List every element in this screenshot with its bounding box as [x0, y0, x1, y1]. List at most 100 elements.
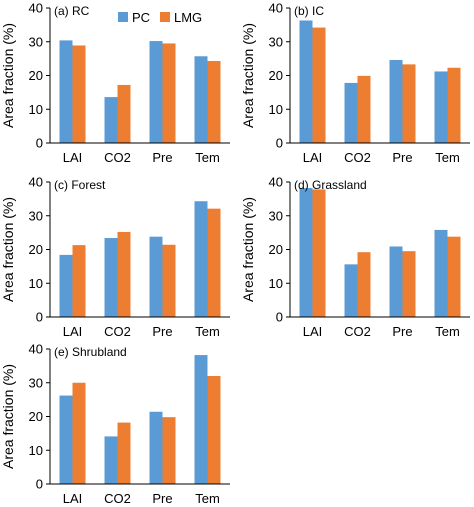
x-tick-label: CO2: [344, 324, 371, 339]
bar-pc-lai: [59, 395, 73, 484]
x-tick-label: LAI: [63, 324, 83, 339]
x-tick-label: CO2: [104, 150, 131, 165]
bar-pc-co2: [344, 82, 358, 143]
y-tick-label: 40: [269, 175, 283, 190]
bar-pc-co2: [104, 97, 118, 143]
bar-pc-tem: [434, 71, 448, 143]
y-tick-label: 10: [29, 276, 43, 291]
y-tick-label: 0: [36, 136, 43, 151]
y-tick-label: 40: [29, 175, 43, 190]
bar-pc-lai: [299, 20, 313, 143]
bar-lmg-tem: [207, 208, 221, 317]
bar-pc-pre: [389, 59, 403, 143]
y-tick-label: 20: [29, 242, 43, 257]
y-tick-label: 30: [29, 34, 43, 49]
x-tick-label: Tem: [435, 324, 460, 339]
bar-pc-lai: [299, 188, 313, 317]
legend-swatch-lmg: [160, 12, 170, 22]
bar-pc-tem: [194, 56, 208, 144]
bar-pc-tem: [194, 201, 208, 317]
y-axis-title: Area fraction (%): [0, 197, 16, 302]
chart-panel-grassland: LAI CO2 Pre Tem 0 10 20 30 40 Area fraction (%) (d…: [240, 175, 470, 339]
x-tick-label: LAI: [63, 150, 83, 165]
bar-lmg-lai: [72, 382, 86, 484]
bar-lmg-tem: [447, 236, 461, 317]
x-tick-label: Tem: [195, 324, 220, 339]
chart-panel-ic: LAI CO2 Pre Tem 0 10 20 30 40 Area fraction (%) (b…: [240, 1, 470, 165]
y-tick-label: 10: [269, 276, 283, 291]
y-tick-label: 10: [29, 443, 43, 458]
y-tick-label: 40: [29, 1, 43, 16]
bar-lmg-co2: [117, 231, 131, 317]
y-tick-label: 0: [36, 310, 43, 325]
y-axis-title: Area fraction (%): [0, 23, 16, 128]
y-tick-label: 30: [269, 208, 283, 223]
y-tick-label: 10: [269, 102, 283, 117]
y-axis-title: Area fraction (%): [240, 23, 256, 128]
legend: PC LMG: [118, 10, 202, 25]
x-tick-label: Tem: [435, 150, 460, 165]
y-tick-label: 20: [29, 409, 43, 424]
legend-label-lmg: LMG: [174, 10, 202, 25]
bar-lmg-pre: [162, 43, 176, 143]
bar-lmg-lai: [312, 189, 326, 317]
bar-lmg-tem: [447, 67, 461, 143]
bar-lmg-pre: [162, 244, 176, 317]
bar-lmg-lai: [312, 27, 326, 144]
x-tick-label: Pre: [392, 324, 412, 339]
y-axis-title: Area fraction (%): [0, 364, 16, 469]
bar-pc-co2: [104, 436, 118, 484]
x-tick-label: Pre: [152, 491, 172, 506]
y-tick-label: 20: [269, 242, 283, 257]
bar-lmg-co2: [357, 75, 371, 143]
x-tick-label: LAI: [303, 150, 323, 165]
bar-lmg-lai: [72, 245, 86, 317]
bar-pc-pre: [149, 41, 163, 144]
bar-lmg-tem: [207, 376, 221, 484]
y-tick-label: 20: [269, 68, 283, 83]
y-axis-title: Area fraction (%): [240, 197, 256, 302]
x-tick-label: CO2: [104, 324, 131, 339]
bar-lmg-co2: [117, 422, 131, 484]
panel-label: (e) Shrubland: [54, 345, 127, 359]
bar-pc-lai: [59, 40, 73, 143]
bar-lmg-pre: [402, 251, 416, 317]
x-tick-label: Tem: [195, 150, 220, 165]
y-tick-label: 40: [269, 1, 283, 16]
x-tick-label: LAI: [303, 324, 323, 339]
x-tick-label: Pre: [392, 150, 412, 165]
panel-label: (c) Forest: [54, 178, 106, 192]
y-tick-label: 30: [29, 208, 43, 223]
x-tick-label: Pre: [152, 324, 172, 339]
panel-label: (b) IC: [294, 4, 324, 18]
y-tick-label: 40: [29, 342, 43, 357]
bar-pc-pre: [149, 411, 163, 484]
bar-lmg-lai: [72, 45, 86, 143]
y-tick-label: 0: [276, 310, 283, 325]
x-tick-label: Tem: [195, 491, 220, 506]
bar-pc-pre: [389, 246, 403, 317]
bar-lmg-co2: [117, 84, 131, 143]
x-tick-label: LAI: [63, 491, 83, 506]
x-tick-label: Pre: [152, 150, 172, 165]
bar-pc-co2: [344, 264, 358, 317]
y-tick-label: 30: [29, 375, 43, 390]
bar-pc-pre: [149, 236, 163, 317]
x-tick-label: CO2: [344, 150, 371, 165]
chart-panel-shrubland: LAI CO2 Pre Tem 0 10 20 30 40 Area fraction (%) (e…: [0, 342, 230, 506]
y-tick-label: 0: [36, 477, 43, 492]
bar-pc-co2: [104, 238, 118, 317]
bar-lmg-tem: [207, 60, 221, 143]
chart-panel-forest: LAI CO2 Pre Tem 0 10 20 30 40 Area fraction (%) (c…: [0, 175, 230, 339]
bar-pc-tem: [434, 229, 448, 317]
bar-lmg-pre: [402, 64, 416, 143]
y-tick-label: 10: [29, 102, 43, 117]
bar-lmg-pre: [162, 417, 176, 484]
panel-label: (a) RC: [54, 4, 90, 18]
y-tick-label: 0: [276, 136, 283, 151]
panel-label: (d) Grassland: [294, 178, 367, 192]
bar-lmg-co2: [357, 252, 371, 317]
bar-pc-tem: [194, 355, 208, 484]
